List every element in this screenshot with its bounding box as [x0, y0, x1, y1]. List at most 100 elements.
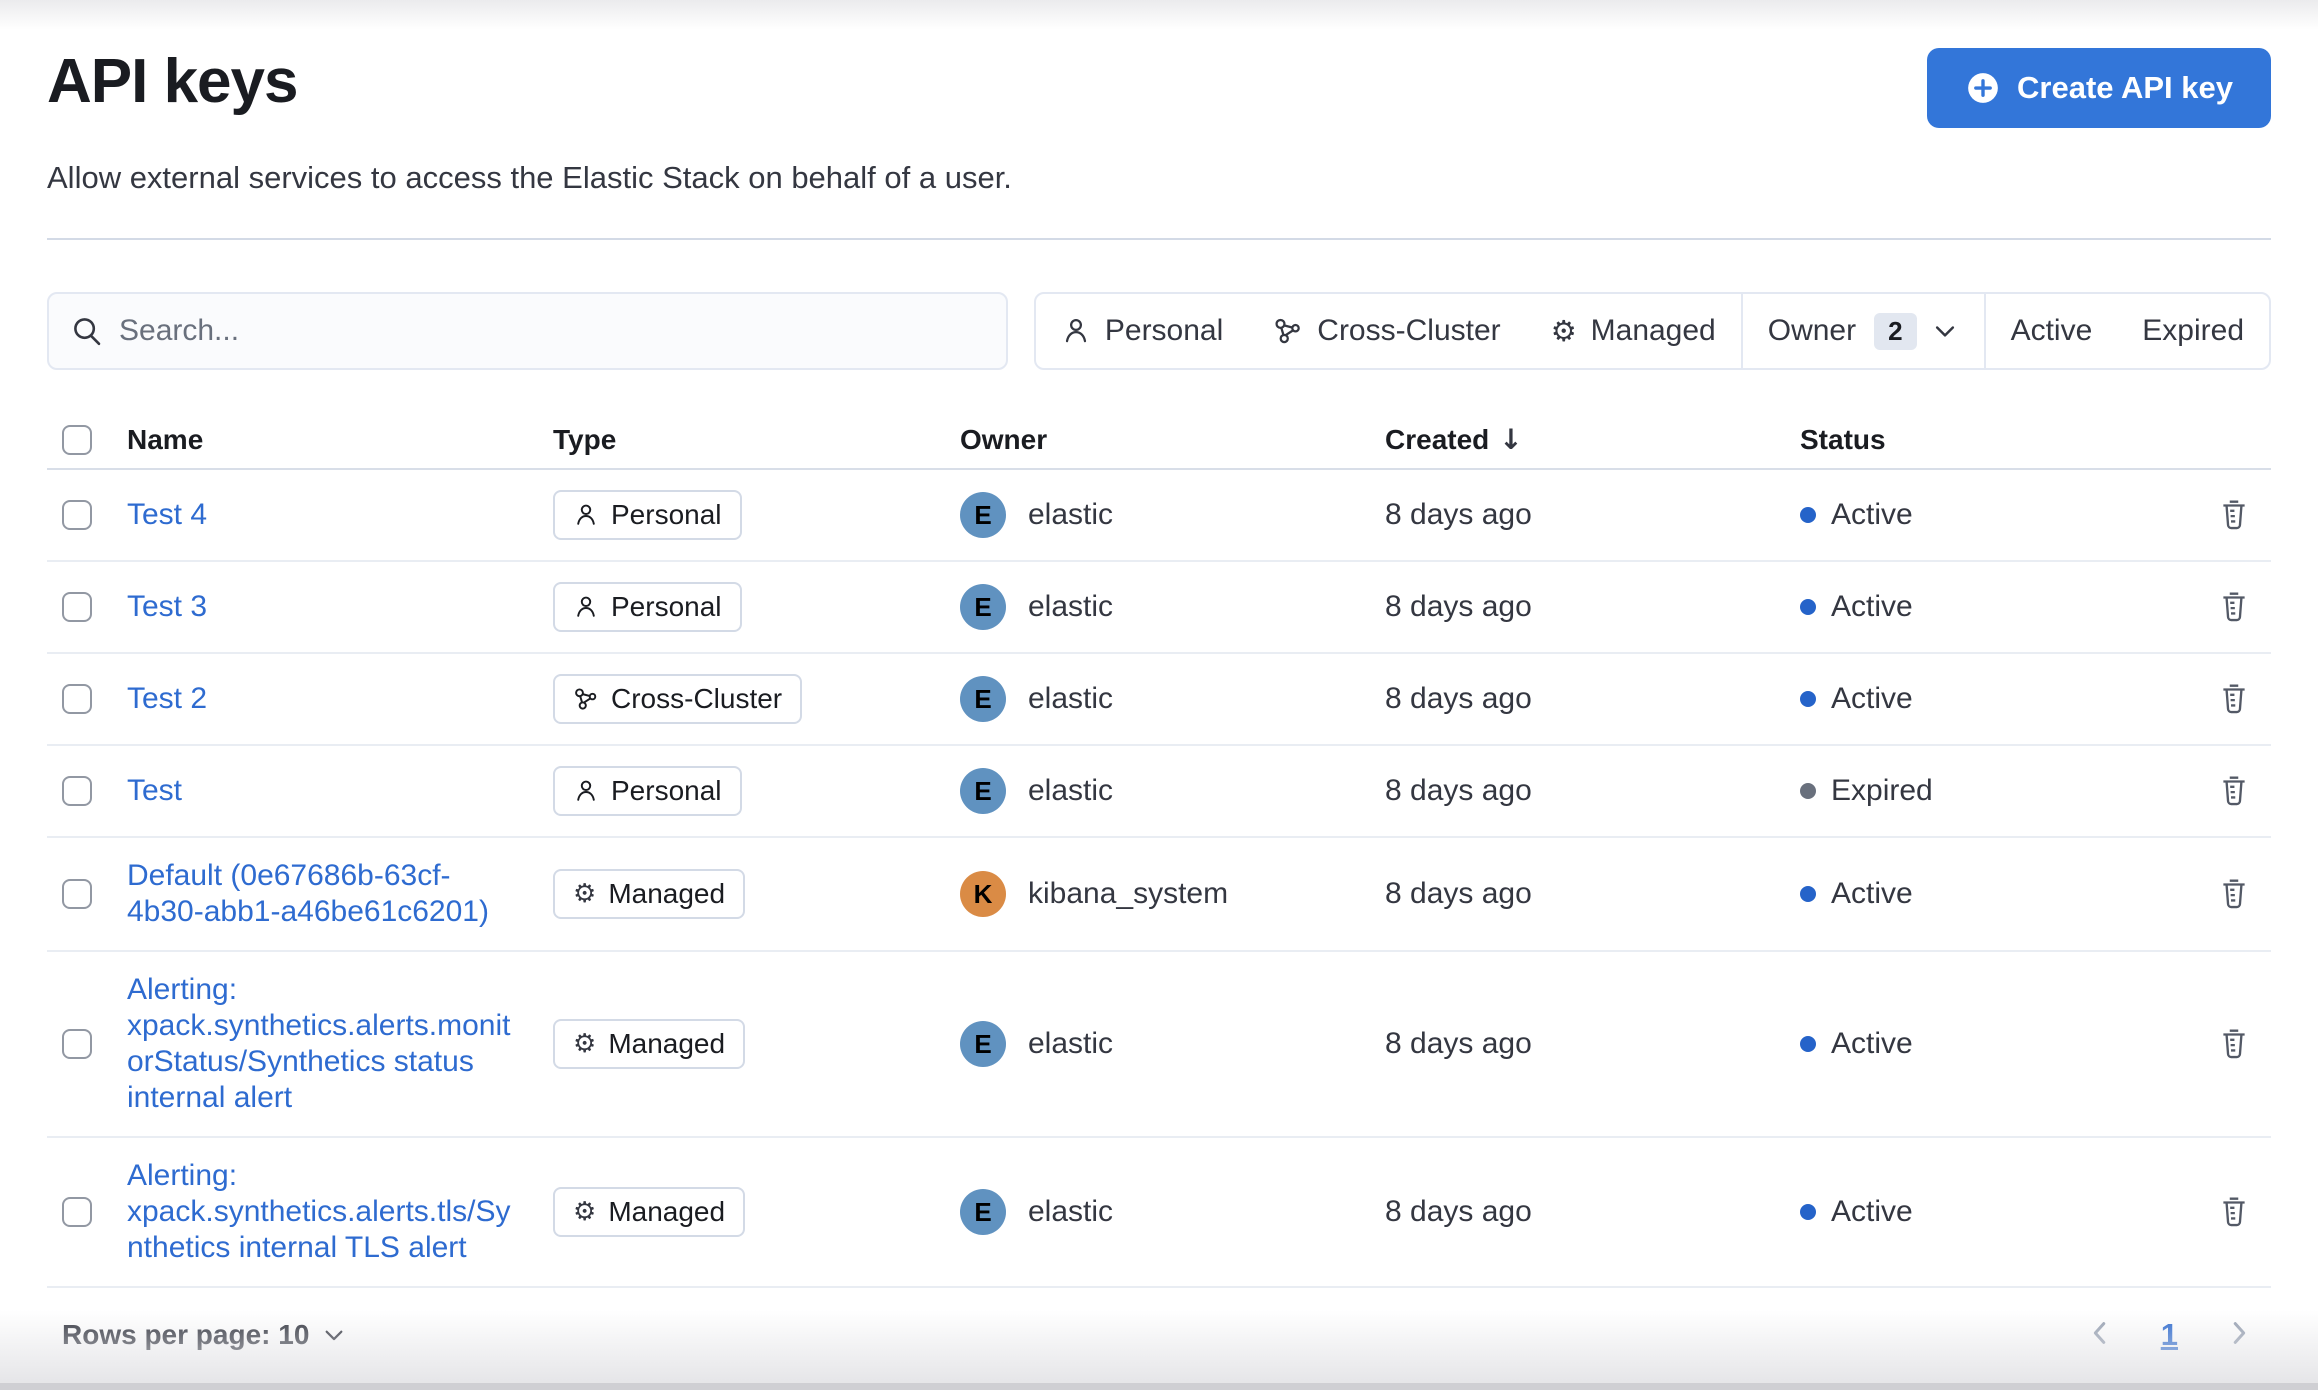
rows-per-page-button[interactable]: Rows per page: 10 [62, 1319, 347, 1351]
column-header-created[interactable]: Created ↓ [1385, 424, 1800, 456]
filter-cross-cluster-label: Cross-Cluster [1317, 314, 1501, 347]
delete-api-key-button[interactable] [2213, 769, 2255, 814]
avatar: E [960, 1021, 1006, 1067]
delete-api-key-button[interactable] [2213, 872, 2255, 917]
owner-name: elastic [1028, 682, 1114, 715]
status-label: Active [1831, 590, 1913, 623]
type-badge: ⚙ Managed [553, 1187, 746, 1237]
select-row-checkbox[interactable] [62, 776, 92, 806]
select-row-checkbox[interactable] [62, 684, 92, 714]
select-all-checkbox[interactable] [62, 425, 92, 455]
select-row-checkbox[interactable] [62, 1197, 92, 1227]
person-icon [1065, 319, 1086, 343]
search-box[interactable] [47, 292, 1008, 370]
avatar: E [960, 584, 1006, 630]
status-cell: Active [1800, 1195, 2170, 1229]
type-badge-label: Managed [608, 878, 726, 909]
status-label: Active [1831, 682, 1913, 715]
filter-expired[interactable]: Expired [2117, 294, 2269, 368]
delete-api-key-button[interactable] [2213, 1190, 2255, 1235]
select-row-checkbox[interactable] [62, 500, 92, 530]
filter-cross-cluster[interactable]: Cross-Cluster [1248, 294, 1525, 368]
status-cell: Expired [1800, 774, 2170, 808]
previous-page-button[interactable] [2083, 1316, 2117, 1353]
delete-api-key-button[interactable] [2213, 677, 2255, 722]
created-cell: 8 days ago [1385, 590, 1532, 623]
api-key-name-link[interactable]: Test 3 [127, 590, 208, 623]
next-page-button[interactable] [2222, 1316, 2256, 1353]
trash-icon [2223, 1029, 2245, 1058]
avatar: E [960, 492, 1006, 538]
gear-icon: ⚙ [1550, 313, 1577, 348]
select-row-checkbox[interactable] [62, 879, 92, 909]
api-key-name-link[interactable]: Test 4 [127, 498, 208, 531]
column-header-owner: Owner [960, 424, 1048, 455]
table-row: Test 2 Cross-Cluster E elastic 8 days ag… [47, 654, 2271, 746]
filter-active[interactable]: Active [1986, 294, 2118, 368]
type-badge-label: Managed [608, 1028, 726, 1059]
trash-icon [2223, 1197, 2245, 1226]
cluster-icon [575, 688, 597, 710]
type-badge-label: Personal [611, 775, 722, 806]
gear-icon: ⚙ [573, 879, 597, 909]
api-key-name-link[interactable]: Test [127, 774, 183, 807]
person-icon [577, 504, 595, 525]
type-badge: ⚙ Managed [553, 869, 746, 919]
trash-icon [2223, 592, 2245, 621]
trash-icon [2223, 500, 2245, 529]
type-badge: Personal [553, 490, 742, 540]
page-number-1[interactable]: 1 [2160, 1316, 2178, 1352]
table-row: Default (0e67686b-63cf-4b30-abb1-a46be61… [47, 838, 2271, 952]
type-badge-label: Personal [611, 591, 722, 622]
delete-api-key-button[interactable] [2213, 493, 2255, 538]
bottom-edge-line [0, 1383, 2318, 1390]
table-row: Test 3 Personal E elastic 8 days ago Act… [47, 562, 2271, 654]
filter-personal[interactable]: Personal [1036, 294, 1248, 368]
select-row-checkbox[interactable] [62, 1029, 92, 1059]
api-key-name-link[interactable]: Test 2 [127, 682, 208, 715]
api-key-name-link[interactable]: Default (0e67686b-63cf-4b30-abb1-a46be61… [127, 859, 489, 928]
type-badge: Personal [553, 766, 742, 816]
delete-api-key-button[interactable] [2213, 1022, 2255, 1067]
chevron-down-icon [325, 1330, 343, 1340]
filter-owner-dropdown[interactable]: Owner 2 [1743, 294, 1984, 368]
status-label: Expired [1831, 774, 1933, 807]
status-label: Active [1831, 1027, 1913, 1060]
table-header-row: Name Type Owner Created ↓ Status [47, 412, 2271, 470]
person-icon [577, 780, 595, 801]
avatar: E [960, 768, 1006, 814]
create-api-key-label: Create API key [2017, 70, 2233, 105]
column-header-status: Status [1800, 424, 1886, 455]
status-dot [1800, 1036, 1816, 1052]
status-label: Active [1831, 498, 1913, 531]
created-cell: 8 days ago [1385, 1027, 1532, 1060]
status-cell: Active [1800, 590, 2170, 624]
table-row: Test 4 Personal E elastic 8 days ago Act… [47, 470, 2271, 562]
column-header-name: Name [127, 424, 204, 455]
plus-icon [1968, 73, 1998, 103]
status-dot [1800, 886, 1816, 902]
gear-icon: ⚙ [573, 1029, 597, 1059]
trash-icon [2223, 879, 2245, 908]
avatar: E [960, 676, 1006, 722]
type-badge-label: Personal [611, 499, 722, 530]
owner-name: elastic [1028, 1195, 1114, 1228]
header-divider [47, 238, 2271, 240]
api-keys-table: Name Type Owner Created ↓ Status Test 4 … [47, 412, 2271, 1288]
delete-api-key-button[interactable] [2213, 585, 2255, 630]
owner-name: elastic [1028, 590, 1114, 623]
search-input[interactable] [119, 314, 984, 348]
page-controls: 1 [2083, 1316, 2256, 1353]
person-icon [577, 596, 595, 617]
status-cell: Active [1800, 498, 2170, 532]
api-key-name-link[interactable]: Alerting: xpack.synthetics.alerts.monito… [127, 973, 511, 1114]
trash-icon [2223, 684, 2245, 713]
create-api-key-button[interactable]: Create API key [1927, 48, 2271, 128]
filter-managed[interactable]: ⚙ Managed [1526, 294, 1741, 368]
type-badge: ⚙ Managed [553, 1019, 746, 1069]
chevron-left-icon [2093, 1322, 2105, 1344]
pagination-bar: Rows per page: 10 1 [47, 1316, 2271, 1353]
status-label: Active [1831, 1195, 1913, 1228]
api-key-name-link[interactable]: Alerting: xpack.synthetics.alerts.tls/Sy… [127, 1159, 511, 1264]
select-row-checkbox[interactable] [62, 592, 92, 622]
